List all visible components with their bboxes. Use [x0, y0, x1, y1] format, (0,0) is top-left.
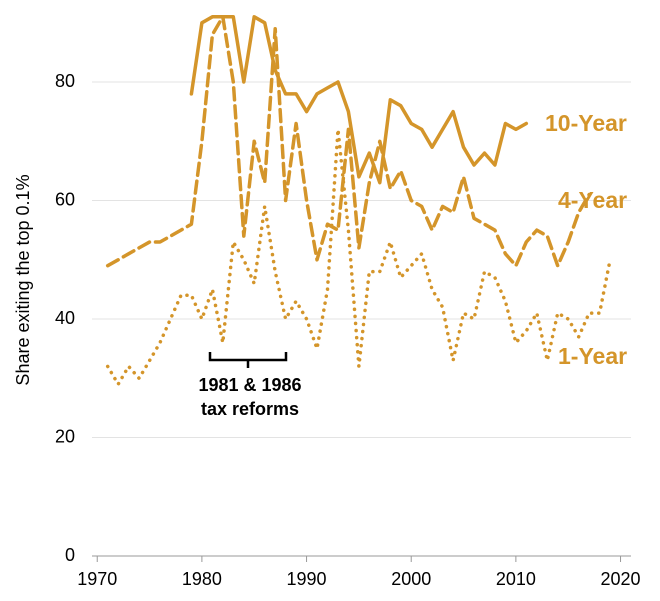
- y-tick-label: 60: [55, 189, 75, 209]
- series-line: [189, 15, 529, 185]
- y-tick-label: 80: [55, 71, 75, 91]
- x-tick-label: 1990: [287, 569, 327, 589]
- x-tick-label: 1980: [182, 569, 222, 589]
- y-tick-label: 0: [65, 545, 75, 565]
- x-tick-label: 2020: [601, 569, 641, 589]
- y-tick-label: 20: [55, 426, 75, 446]
- series-line: [105, 15, 591, 268]
- y-axis-title: Share exiting the top 0.1%: [13, 174, 33, 385]
- series-label: 4-Year: [558, 187, 627, 213]
- y-tick-label: 40: [55, 308, 75, 328]
- x-tick-label: 2000: [391, 569, 431, 589]
- series-line: [105, 127, 612, 386]
- series-label: 10-Year: [545, 110, 627, 136]
- x-tick-label: 2010: [496, 569, 536, 589]
- series-label: 1-Year: [558, 343, 627, 369]
- x-tick-label: 1970: [77, 569, 117, 589]
- annotation: 1981 & 1986: [198, 375, 301, 395]
- bracket: [208, 352, 288, 368]
- annotation: tax reforms: [201, 399, 299, 419]
